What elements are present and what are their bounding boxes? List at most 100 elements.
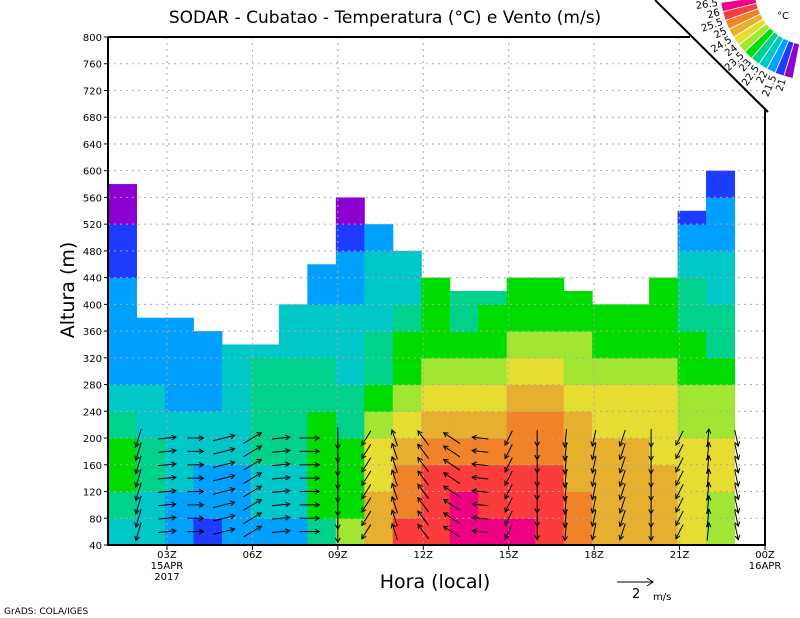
- temperature-cell: [535, 384, 565, 412]
- temperature-cell: [364, 518, 394, 546]
- temperature-cell: [706, 197, 736, 225]
- wind-arrow: [212, 527, 236, 535]
- temperature-cell: [108, 518, 137, 546]
- temperature-cell: [392, 384, 422, 412]
- wind-arrow: [471, 501, 489, 508]
- wind-arrow: [212, 500, 236, 509]
- wind-arrow: [590, 429, 597, 448]
- wind-arrow: [675, 457, 684, 473]
- wind-arrow: [187, 502, 205, 508]
- wind-arrow: [361, 510, 372, 527]
- temperature-cell: [335, 277, 365, 305]
- x-tick-label: 15Z: [499, 550, 519, 561]
- axes: 40 80 120 160 200 240 280 320 360 400 440 480 520 560…: [83, 0, 781, 583]
- wind-arrow: [299, 435, 321, 441]
- y-tick-label: 240: [83, 407, 102, 418]
- temperature-cell: [392, 411, 422, 439]
- wind-arrow: [271, 461, 291, 468]
- temperature-cell: [706, 464, 736, 493]
- temperature-cell: [620, 357, 650, 386]
- temperature-cell: [250, 357, 280, 386]
- temperature-cell: [706, 411, 736, 439]
- wind-arrow: [675, 510, 684, 527]
- temperature-cell: [164, 317, 194, 332]
- temperature-cell: [307, 384, 337, 412]
- x-tick-label: 09Z: [328, 550, 348, 561]
- wind-arrow: [417, 470, 430, 486]
- wind-arrow: [734, 456, 741, 474]
- wind-arrow: [417, 456, 430, 473]
- wind-arrow: [618, 483, 626, 501]
- wind-arrow: [442, 485, 461, 498]
- wind-arrow: [618, 510, 626, 528]
- wind-arrow: [334, 427, 341, 450]
- temperature-cell: [677, 491, 707, 519]
- temperature-cell: [335, 411, 365, 439]
- wind-arrow: [442, 458, 461, 471]
- wind-arrow: [390, 522, 398, 540]
- wind-arrow: [361, 470, 372, 487]
- wind-arrow: [442, 432, 461, 444]
- temperature-cell: [620, 304, 650, 332]
- temperature-cell: [649, 491, 679, 519]
- wind-arrow: [442, 512, 461, 525]
- temperature-cell: [649, 464, 679, 493]
- wind-arrow: [299, 488, 321, 495]
- wind-arrow: [299, 461, 321, 468]
- temperature-cell: [592, 491, 622, 519]
- temperature-cell: [706, 438, 736, 466]
- temperature-cell: [364, 331, 394, 359]
- wind-arrow: [187, 435, 205, 441]
- temperature-cell: [563, 464, 593, 493]
- wind-arrow: [157, 501, 177, 508]
- temperature-cell: [421, 384, 451, 412]
- y-tick-label: 80: [89, 514, 102, 525]
- wind-arrow: [504, 524, 513, 540]
- temperature-cell: [620, 464, 650, 493]
- wind-arrow: [243, 432, 263, 444]
- temperature-cell: [364, 304, 394, 332]
- temperature-cell: [221, 344, 251, 359]
- wind-arrow: [590, 483, 597, 501]
- temperature-cell: [535, 518, 565, 546]
- y-tick-label: 480: [83, 247, 102, 258]
- temperature-cell: [649, 277, 679, 305]
- wind-arrow: [134, 509, 142, 529]
- wind-arrow: [271, 528, 291, 534]
- temperature-cell: [335, 224, 365, 252]
- temperature-cell: [136, 384, 166, 412]
- temperature-cell: [221, 384, 251, 412]
- temperature-cell: [221, 491, 251, 519]
- wind-arrow: [299, 502, 321, 508]
- temperature-cell: [563, 438, 593, 466]
- wind-arrow: [675, 497, 684, 514]
- wind-arrow: [157, 434, 177, 441]
- temperature-cell: [449, 331, 479, 359]
- wind-reference-unit: m/s: [653, 592, 671, 603]
- temperature-cell: [706, 224, 736, 252]
- temperature-cell: [592, 411, 622, 439]
- temperature-cell: [478, 331, 508, 359]
- temperature-cell: [307, 277, 337, 305]
- wind-arrow: [504, 470, 513, 487]
- temperature-cell: [706, 331, 736, 359]
- wind-arrow: [734, 510, 741, 528]
- temperature-cell: [677, 384, 707, 412]
- temperature-cell: [335, 438, 365, 466]
- wind-arrow: [299, 475, 321, 481]
- wind-arrow: [390, 455, 398, 474]
- temperature-cell: [506, 518, 536, 546]
- wind-arrow: [243, 458, 263, 471]
- wind-arrow: [390, 495, 398, 514]
- temperature-cell: [677, 250, 707, 279]
- temperature-cell: [250, 344, 280, 359]
- wind-arrow: [471, 474, 489, 481]
- chart-title: SODAR - Cubatao - Temperatura (°C) e Ven…: [169, 8, 601, 28]
- temperature-cell: [449, 357, 479, 386]
- y-tick-label: 280: [83, 381, 102, 392]
- temperature-cell: [449, 304, 479, 332]
- temperature-cell: [108, 411, 137, 439]
- legend-unit: °C: [777, 11, 789, 22]
- temperature-cell: [108, 491, 137, 519]
- x-axis-label: Hora (local): [380, 571, 491, 593]
